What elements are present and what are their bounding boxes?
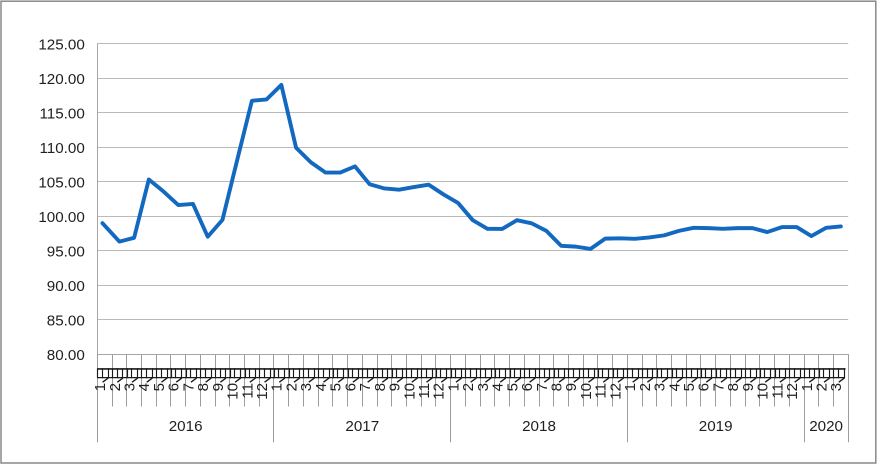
svg-text:80.00: 80.00 bbox=[47, 347, 85, 364]
svg-text:1: 1 bbox=[269, 383, 286, 391]
svg-text:85.00: 85.00 bbox=[47, 312, 85, 329]
svg-text:8: 8 bbox=[725, 383, 742, 391]
svg-text:9: 9 bbox=[563, 383, 580, 391]
svg-text:6: 6 bbox=[696, 383, 713, 391]
svg-text:3: 3 bbox=[298, 383, 315, 391]
svg-text:2017: 2017 bbox=[345, 418, 379, 435]
svg-text:9: 9 bbox=[387, 383, 404, 391]
svg-text:120.00: 120.00 bbox=[38, 71, 84, 88]
svg-text:10: 10 bbox=[578, 383, 595, 400]
svg-text:8: 8 bbox=[548, 383, 565, 391]
svg-text:1: 1 bbox=[92, 383, 109, 391]
svg-text:9: 9 bbox=[210, 383, 227, 391]
svg-text:7: 7 bbox=[710, 383, 727, 391]
svg-text:105.00: 105.00 bbox=[38, 174, 84, 191]
svg-text:11: 11 bbox=[593, 383, 610, 399]
svg-text:2: 2 bbox=[107, 383, 124, 391]
svg-text:4: 4 bbox=[313, 383, 330, 391]
svg-text:2: 2 bbox=[814, 383, 831, 391]
svg-text:1: 1 bbox=[622, 383, 639, 391]
svg-text:3: 3 bbox=[828, 383, 845, 391]
svg-text:7: 7 bbox=[534, 383, 551, 391]
svg-text:5: 5 bbox=[681, 383, 698, 391]
svg-text:7: 7 bbox=[357, 383, 374, 391]
svg-text:5: 5 bbox=[151, 383, 168, 391]
svg-text:115.00: 115.00 bbox=[39, 105, 84, 122]
svg-text:2: 2 bbox=[283, 383, 300, 391]
svg-text:110.00: 110.00 bbox=[39, 140, 84, 157]
svg-text:12: 12 bbox=[607, 383, 624, 400]
svg-text:11: 11 bbox=[769, 383, 786, 399]
svg-text:125.00: 125.00 bbox=[38, 36, 84, 53]
svg-text:10: 10 bbox=[225, 383, 242, 400]
svg-text:12: 12 bbox=[784, 383, 801, 400]
svg-text:5: 5 bbox=[328, 383, 345, 391]
svg-text:4: 4 bbox=[490, 383, 507, 391]
svg-text:2019: 2019 bbox=[699, 418, 733, 435]
svg-text:10: 10 bbox=[401, 383, 418, 400]
svg-text:5: 5 bbox=[504, 383, 521, 391]
svg-text:2018: 2018 bbox=[522, 418, 556, 435]
svg-text:6: 6 bbox=[342, 383, 359, 391]
svg-text:6: 6 bbox=[166, 383, 183, 391]
svg-text:9: 9 bbox=[740, 383, 757, 391]
svg-text:2020: 2020 bbox=[809, 418, 843, 435]
svg-text:3: 3 bbox=[122, 383, 139, 391]
svg-text:2016: 2016 bbox=[169, 418, 203, 435]
svg-text:12: 12 bbox=[254, 383, 271, 400]
svg-text:12: 12 bbox=[431, 383, 448, 400]
svg-text:7: 7 bbox=[180, 383, 197, 391]
svg-text:90.00: 90.00 bbox=[47, 278, 85, 295]
svg-text:95.00: 95.00 bbox=[47, 243, 85, 260]
svg-text:11: 11 bbox=[416, 383, 433, 399]
svg-text:10: 10 bbox=[755, 383, 772, 400]
svg-text:4: 4 bbox=[136, 383, 153, 391]
svg-text:11: 11 bbox=[239, 383, 256, 399]
svg-text:4: 4 bbox=[666, 383, 683, 391]
svg-text:8: 8 bbox=[372, 383, 389, 391]
svg-text:1: 1 bbox=[799, 383, 816, 391]
svg-text:3: 3 bbox=[652, 383, 669, 391]
svg-text:6: 6 bbox=[519, 383, 536, 391]
svg-text:3: 3 bbox=[475, 383, 492, 391]
svg-text:2: 2 bbox=[460, 383, 477, 391]
svg-text:2: 2 bbox=[637, 383, 654, 391]
svg-text:8: 8 bbox=[195, 383, 212, 391]
svg-text:1: 1 bbox=[445, 383, 462, 391]
svg-text:100.00: 100.00 bbox=[38, 209, 84, 226]
